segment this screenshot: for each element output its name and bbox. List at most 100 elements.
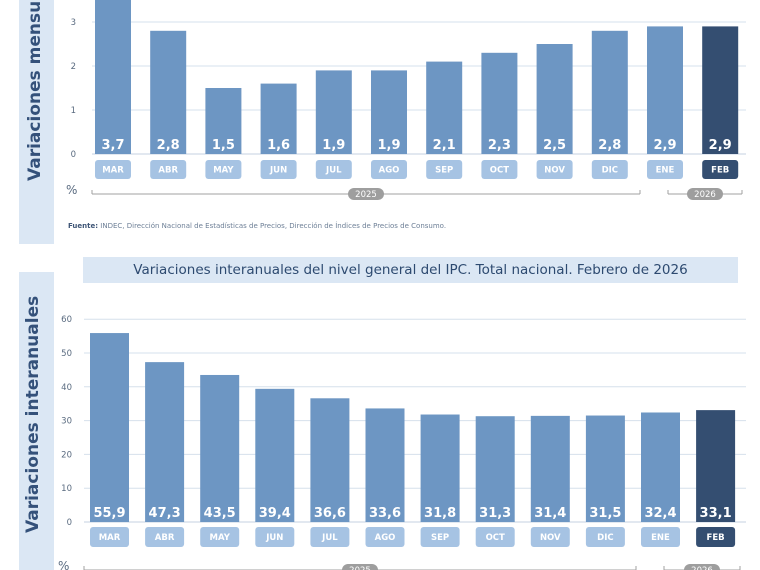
annual-y-tick-label: 40	[61, 383, 72, 393]
annual-x-tick-label: JUL	[321, 533, 338, 543]
annual-month-pill	[145, 527, 185, 547]
monthly-value-label: 1,9	[322, 138, 345, 153]
annual-month-pill	[310, 527, 350, 547]
annual-x-tick-label: SEP	[431, 533, 449, 543]
annual-bar-may	[200, 374, 240, 522]
monthly-x-tick-label: MAY	[213, 166, 234, 176]
monthly-bar-jul	[315, 70, 352, 154]
monthly-month-pill	[481, 160, 518, 179]
annual-value-label: 33,6	[369, 506, 401, 521]
annual-x-tick-label: FEB	[707, 533, 725, 543]
annual-value-label: 32,4	[644, 506, 676, 521]
monthly-unit-label: %	[66, 183, 77, 197]
monthly-bar-abr	[150, 30, 187, 154]
annual-value-label: 31,8	[424, 506, 456, 521]
annual-x-tick-label: DIC	[597, 533, 613, 543]
annual-y-axis-title: Variaciones interanuales	[23, 295, 43, 533]
annual-month-pill	[641, 527, 680, 547]
annual-month-pill	[90, 527, 129, 547]
annual-bar-ago	[365, 408, 405, 522]
monthly-x-tick-label: ABR	[158, 166, 178, 176]
annual-month-pill	[365, 527, 405, 547]
monthly-month-pill	[536, 160, 573, 179]
annual-y-tick-label: 50	[61, 349, 72, 359]
annual-bar-jul	[310, 398, 350, 522]
monthly-bar-jun	[260, 83, 297, 154]
monthly-x-tick-label: ENE	[656, 166, 675, 176]
monthly-y-axis-title: Variaciones mensuales	[25, 0, 45, 181]
monthly-month-pill	[647, 160, 683, 179]
annual-value-label: 36,6	[314, 506, 346, 521]
annual-y-tick-label: 10	[61, 484, 72, 494]
annual-unit-label: %	[58, 559, 69, 570]
monthly-month-pill	[591, 160, 628, 179]
annual-bar-jun	[255, 388, 295, 522]
annual-value-label: 39,4	[259, 506, 291, 521]
monthly-bar-dic	[591, 30, 628, 154]
annual-month-pill	[200, 527, 240, 547]
source-text: INDEC, Dirección Nacional de Estadística…	[100, 222, 447, 230]
monthly-year-pill-2025	[348, 188, 384, 200]
annual-month-pill	[585, 527, 625, 547]
monthly-value-label: 2,3	[488, 138, 511, 153]
monthly-month-pill	[260, 160, 297, 179]
monthly-month-pill	[426, 160, 463, 179]
annual-value-label: 33,1	[700, 506, 732, 521]
annual-chart-title: Variaciones interanuales del nivel gener…	[83, 257, 738, 283]
monthly-side-panel	[19, 0, 54, 244]
monthly-value-label: 2,8	[157, 138, 180, 153]
annual-x-tick-label: MAR	[99, 533, 121, 543]
monthly-bar-may	[205, 88, 242, 154]
monthly-x-tick-label: MAR	[102, 166, 124, 176]
monthly-value-label: 2,9	[653, 138, 676, 153]
monthly-year-label-2026: 2026	[694, 190, 716, 200]
annual-value-label: 31,4	[534, 506, 566, 521]
monthly-bar-feb	[702, 26, 739, 154]
monthly-y-tick-label: 1	[71, 106, 76, 116]
annual-y-tick-label: 0	[67, 518, 72, 528]
monthly-bar-oct	[481, 52, 518, 154]
annual-year-pill-2025	[342, 564, 378, 570]
monthly-y-tick-label: 0	[71, 150, 76, 160]
annual-bar-dic	[585, 415, 625, 522]
annual-bar-nov	[530, 415, 570, 522]
annual-x-tick-label: OCT	[486, 533, 505, 543]
annual-month-pill	[420, 527, 460, 547]
source-label: Fuente:	[68, 222, 99, 230]
annual-x-tick-label: ENE	[651, 533, 670, 543]
monthly-x-tick-label: OCT	[490, 166, 509, 176]
monthly-bar-sep	[426, 61, 463, 154]
monthly-value-label: 1,6	[267, 138, 290, 153]
annual-bar-sep	[420, 414, 460, 522]
annual-x-tick-label: JUN	[265, 533, 283, 543]
monthly-month-pill	[702, 160, 739, 179]
monthly-bar-ene	[647, 26, 683, 154]
annual-y-tick-label: 20	[61, 450, 72, 460]
monthly-value-label: 2,1	[433, 138, 456, 153]
monthly-bar-ago	[371, 70, 407, 154]
annual-year-label-2025: 2025	[349, 566, 371, 570]
annual-month-pill	[696, 527, 736, 547]
source-note: Fuente: INDEC, Dirección Nacional de Est…	[68, 222, 446, 230]
monthly-bar-nov	[536, 44, 573, 154]
monthly-month-pill	[205, 160, 242, 179]
annual-year-pill-2026	[684, 564, 720, 570]
annual-bar-oct	[475, 416, 515, 522]
monthly-x-tick-label: DIC	[602, 166, 618, 176]
monthly-year-label-2025: 2025	[355, 190, 377, 200]
annual-x-tick-label: NOV	[540, 533, 561, 543]
monthly-month-pill	[315, 160, 352, 179]
annual-value-label: 47,3	[149, 506, 181, 521]
monthly-value-label: 1,5	[212, 138, 235, 153]
monthly-x-tick-label: JUL	[325, 166, 342, 176]
annual-x-tick-label: MAY	[210, 533, 231, 543]
monthly-value-label: 2,5	[543, 138, 566, 153]
monthly-x-tick-label: SEP	[435, 166, 453, 176]
monthly-x-tick-label: FEB	[711, 166, 729, 176]
annual-y-tick-label: 30	[61, 417, 72, 427]
monthly-value-label: 1,9	[377, 138, 400, 153]
annual-x-tick-label: ABR	[155, 533, 175, 543]
monthly-month-pill	[150, 160, 187, 179]
monthly-value-label: 2,9	[709, 138, 732, 153]
